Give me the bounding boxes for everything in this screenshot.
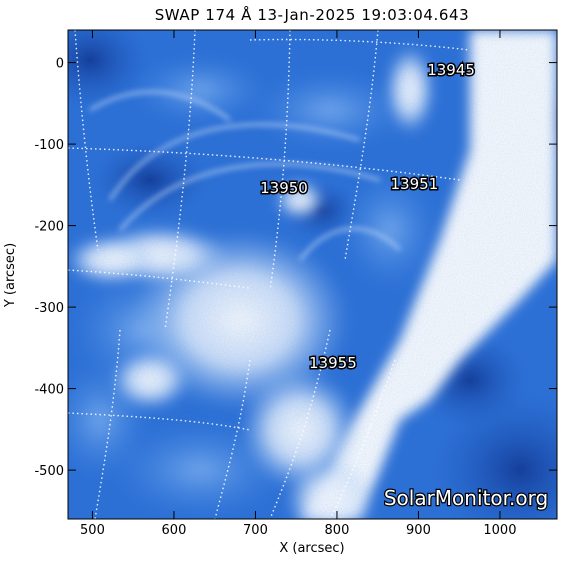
x-tick-label: 700	[243, 523, 268, 538]
y-axis-label: Y (arcsec)	[3, 243, 18, 308]
active-region-labels: 13945 13950 13951 13955	[259, 59, 477, 373]
y-tick-label: -400	[34, 383, 64, 398]
x-tick-label: 1000	[483, 523, 516, 538]
y-tick-label: 0	[56, 57, 64, 72]
y-tick-label: -500	[34, 464, 64, 479]
x-axis: 500 600 700 800 900 1000	[80, 30, 516, 538]
x-tick-label: 500	[80, 523, 105, 538]
x-axis-label: X (arcsec)	[279, 541, 344, 556]
active-region-label: 13955	[309, 354, 357, 372]
active-region-label: 13945	[427, 61, 475, 79]
y-axis: 0 -100 -200 -300 -400 -500	[34, 57, 557, 479]
watermark: SolarMonitor.org	[384, 486, 548, 510]
heliographic-grid	[68, 30, 471, 519]
y-tick-label: -100	[34, 138, 64, 153]
y-tick-label: -200	[34, 220, 64, 235]
chart-title: SWAP 174 Å 13-Jan-2025 19:03:04.643	[155, 5, 470, 24]
active-region-label: 13950	[260, 179, 308, 197]
active-region-label: 13951	[391, 175, 439, 193]
plot-frame	[67, 29, 558, 520]
x-tick-label: 600	[162, 523, 187, 538]
x-tick-label: 900	[406, 523, 431, 538]
solar-image	[68, 30, 557, 519]
y-tick-label: -300	[34, 301, 64, 316]
x-tick-label: 800	[325, 523, 350, 538]
